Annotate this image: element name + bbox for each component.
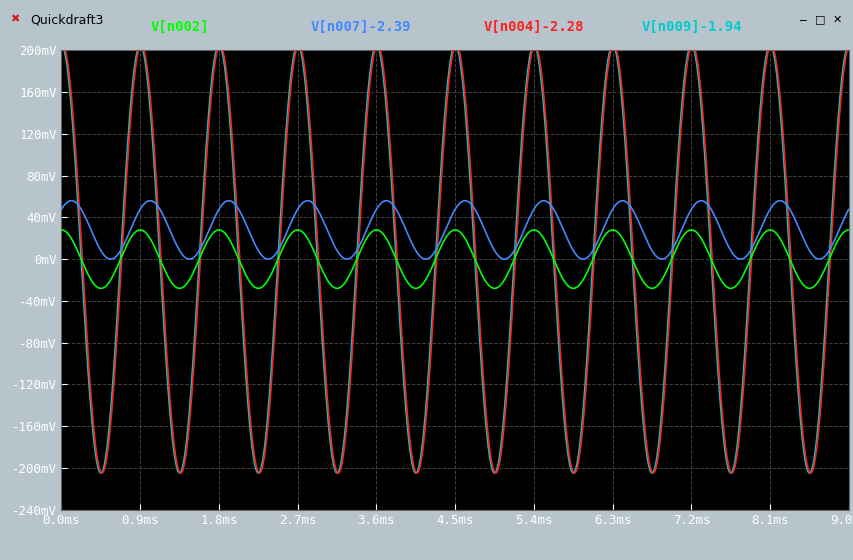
Text: ✖: ✖ — [10, 15, 20, 25]
Text: V[n004]-2.28: V[n004]-2.28 — [483, 20, 583, 34]
Text: V[n007]-2.39: V[n007]-2.39 — [310, 20, 410, 34]
Text: ─: ─ — [798, 15, 805, 25]
Text: V[n002]: V[n002] — [150, 20, 209, 34]
Text: ✕: ✕ — [832, 15, 840, 25]
Text: □: □ — [814, 15, 824, 25]
Text: V[n009]-1.94: V[n009]-1.94 — [641, 20, 740, 34]
Text: Quickdraft3: Quickdraft3 — [30, 13, 103, 26]
